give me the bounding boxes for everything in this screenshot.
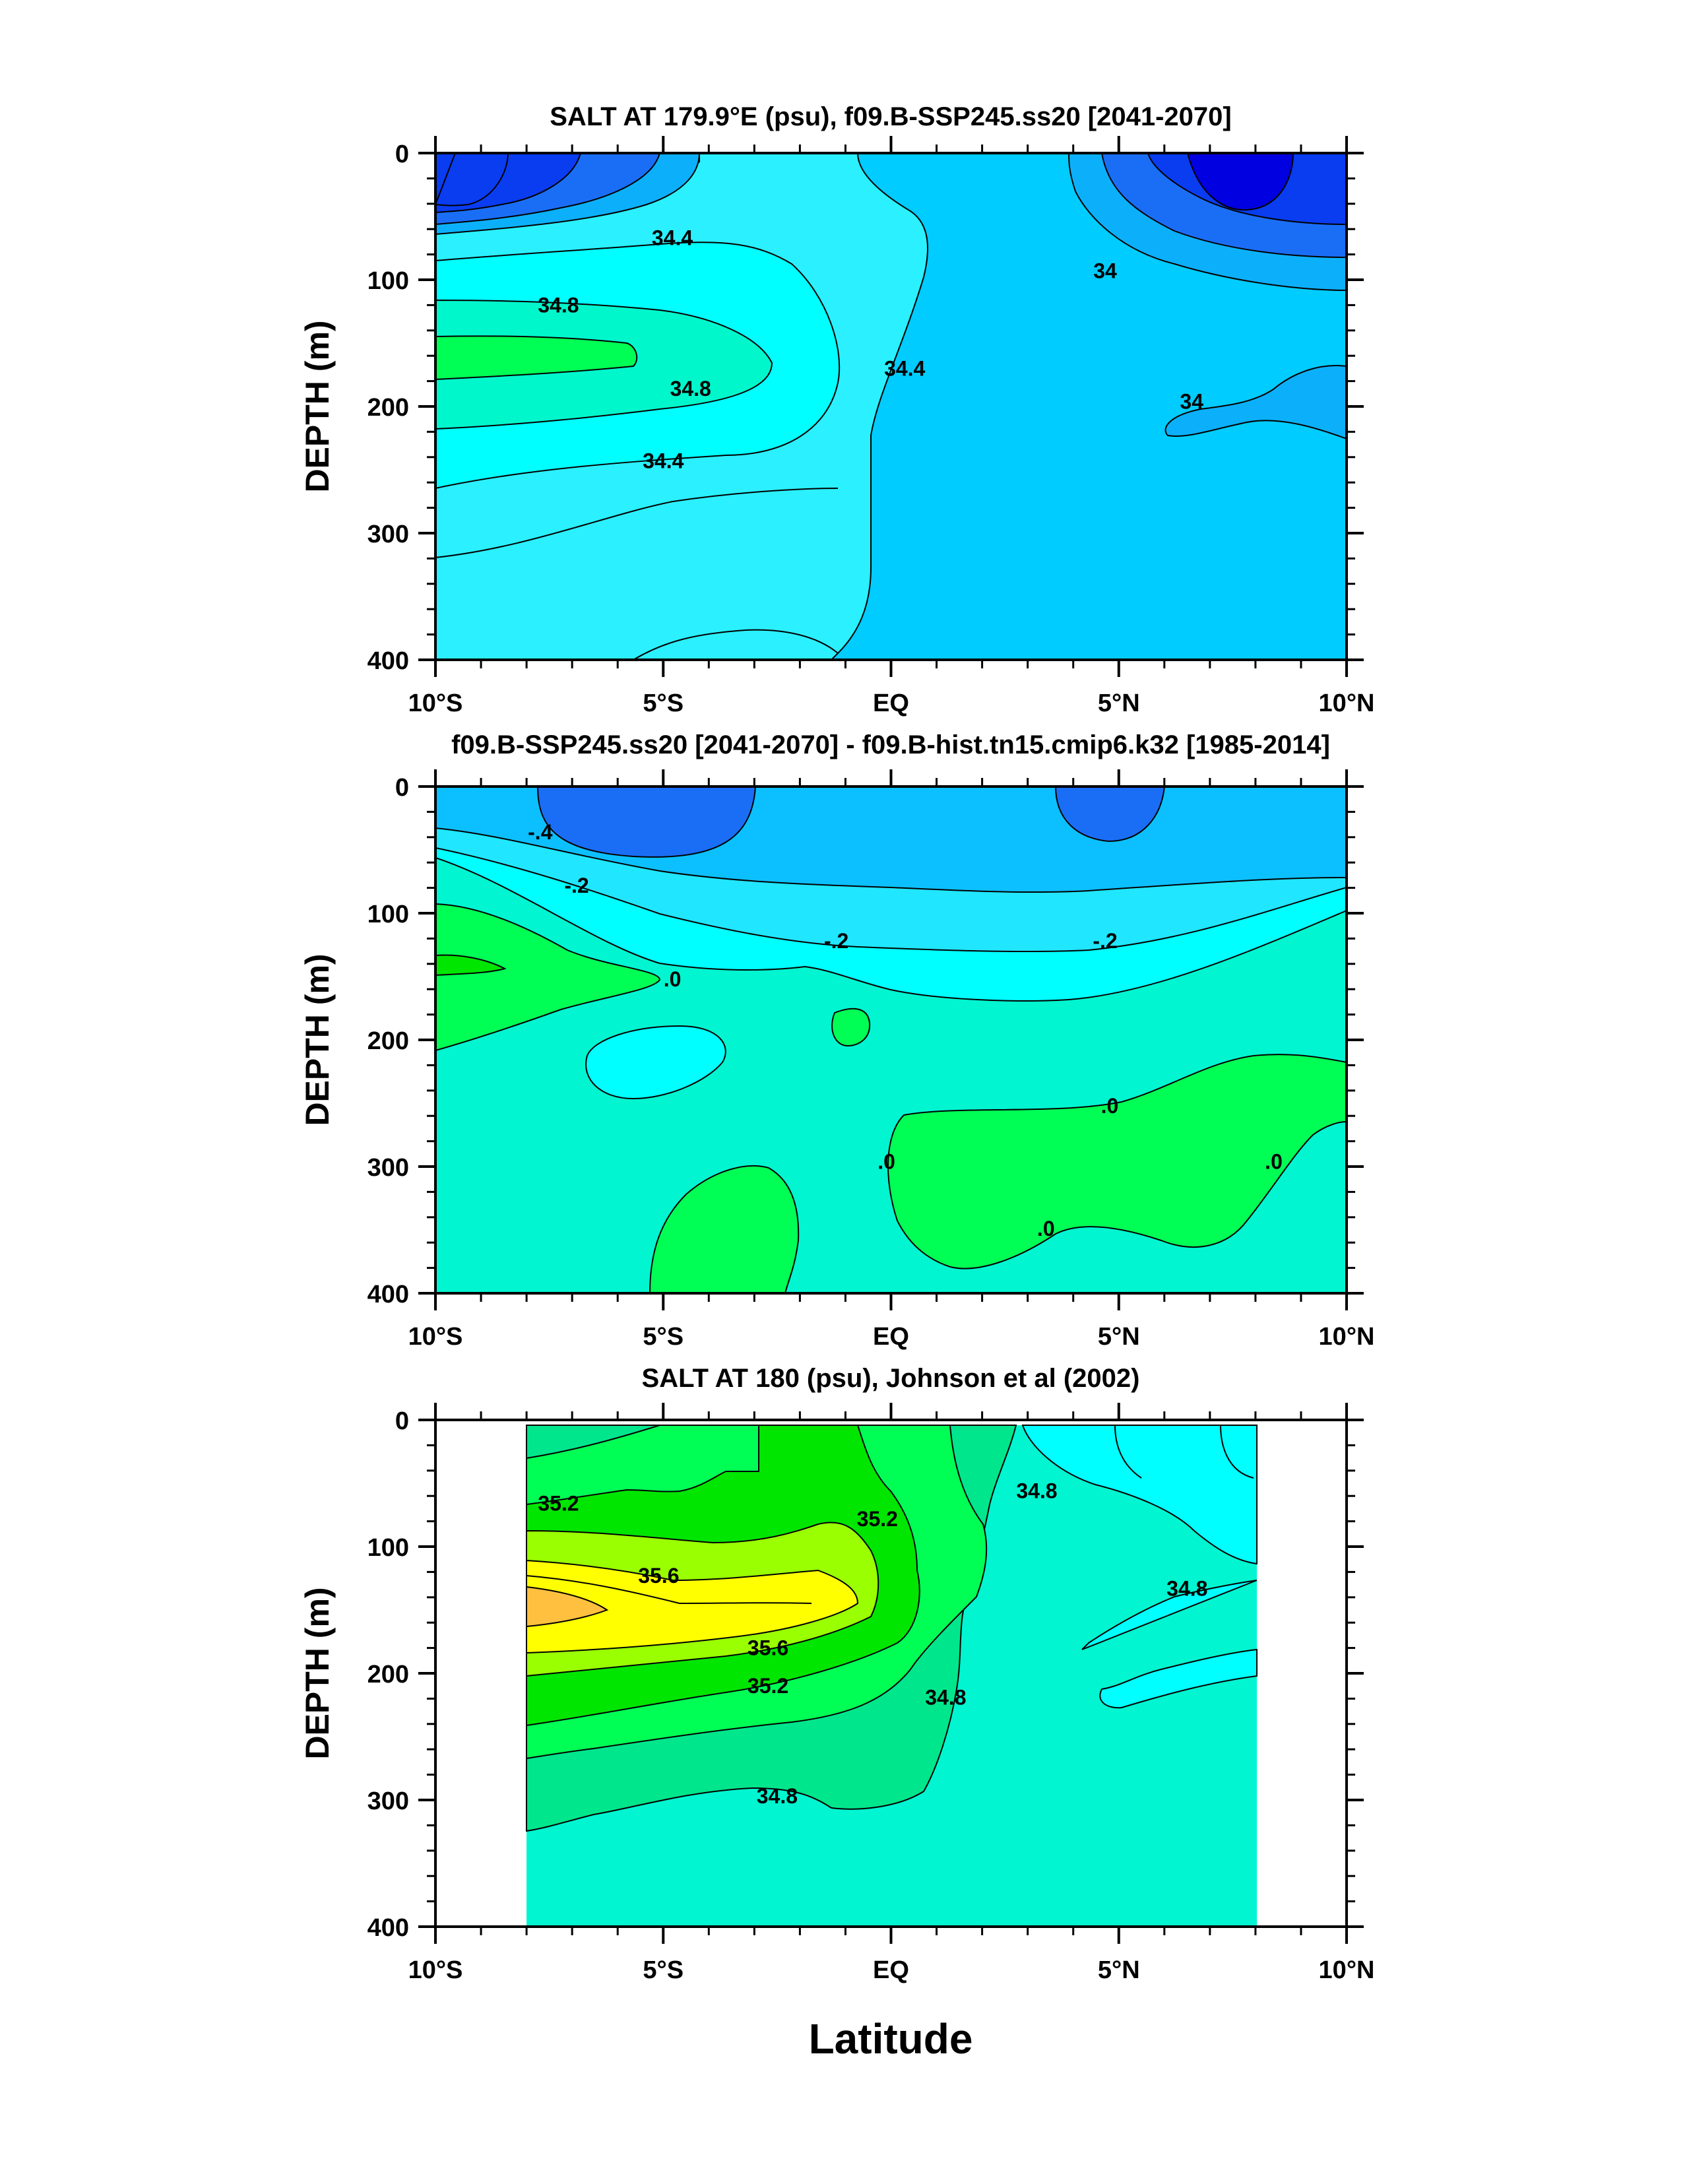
contour-label: 34.8 — [925, 1685, 966, 1709]
panel-1-title: SALT AT 179.9°E (psu), f09.B-SSP245.ss20… — [550, 102, 1231, 131]
y-tick-label: 200 — [367, 1027, 409, 1055]
y-tick-label: 100 — [367, 901, 409, 928]
x-tick-label: 10°S — [408, 690, 463, 717]
panel-1-contour-fill — [435, 153, 1347, 660]
y-axis-label: DEPTH (m) — [299, 1587, 336, 1759]
contour-label: .0 — [877, 1149, 895, 1173]
contour-label: .0 — [1265, 1149, 1283, 1173]
panel-3-axes: 0 100 200 300 400 10°S 5°S EQ 5°N 10°N DEPTH (m) — [299, 1403, 1374, 1984]
contour-label: 34.4 — [884, 356, 925, 380]
panel-1: SALT AT 179.9°E (psu), f09.B-SSP245.ss20… — [299, 102, 1374, 717]
contour-label: -.4 — [528, 820, 553, 844]
x-tick-label: 5°N — [1098, 1323, 1140, 1351]
y-tick-label: 0 — [395, 1407, 409, 1435]
x-tick-label: 10°N — [1319, 1956, 1375, 1984]
panel-3-contour-labels: 35.2 35.2 34.8 35.6 34.8 35.6 35.2 34.8 34.8 — [538, 1479, 1207, 1809]
contour-label: -.2 — [1093, 929, 1117, 953]
contour-label: 34.8 — [538, 293, 579, 317]
y-tick-label: 300 — [367, 521, 409, 548]
panel-2-axes: 0 100 200 300 400 10°S 5°S EQ 5°N 10°N DEPTH (m) — [299, 769, 1374, 1351]
y-axis-label: DEPTH (m) — [299, 320, 336, 492]
y-tick-label: 100 — [367, 267, 409, 295]
x-tick-label: 5°N — [1098, 690, 1140, 717]
x-tick-label: 10°N — [1319, 1323, 1375, 1351]
x-tick-label: EQ — [873, 690, 909, 717]
contour-label: 34 — [1093, 259, 1117, 283]
contour-label: 34 — [1180, 389, 1203, 413]
x-tick-label: 5°S — [643, 1956, 684, 1984]
x-tick-label: 5°S — [643, 1323, 684, 1351]
panel-2-contour-fill — [435, 787, 1347, 1293]
contour-label: 34.4 — [643, 449, 684, 473]
contour-label: 34.8 — [670, 377, 711, 401]
x-axis-label: Latitude — [809, 2015, 973, 2063]
y-tick-label: 300 — [367, 1787, 409, 1815]
y-axis-label: DEPTH (m) — [299, 953, 336, 1126]
y-tick-label: 200 — [367, 1661, 409, 1688]
x-tick-label: 5°N — [1098, 1956, 1140, 1984]
contour-label: 35.2 — [538, 1492, 579, 1516]
contour-label: -.2 — [564, 874, 589, 897]
y-tick-label: 200 — [367, 394, 409, 422]
contour-label: .0 — [664, 967, 682, 991]
y-tick-label: 300 — [367, 1154, 409, 1182]
contour-label: .0 — [1037, 1217, 1055, 1240]
contour-label: 35.6 — [748, 1636, 788, 1660]
y-tick-label: 400 — [367, 647, 409, 675]
contour-label: 35.2 — [857, 1507, 898, 1531]
y-tick-label: 0 — [395, 141, 409, 168]
contour-label: .0 — [1101, 1094, 1119, 1118]
y-tick-label: 400 — [367, 1281, 409, 1308]
y-tick-label: 400 — [367, 1914, 409, 1942]
x-tick-label: EQ — [873, 1323, 909, 1351]
contour-label: 34.8 — [1166, 1576, 1207, 1600]
panel-2-title: f09.B-SSP245.ss20 [2041-2070] - f09.B-hi… — [451, 730, 1330, 759]
contour-label: 34.8 — [1016, 1479, 1057, 1503]
panel-1-contour-labels: 34.4 34.8 34 34.4 34.8 34 34.4 — [538, 226, 1203, 473]
panel-2-contour-labels: -.4 -.2 -.2 -.2 .0 .0 .0 .0 .0 — [528, 820, 1283, 1240]
x-tick-label: 5°S — [643, 690, 684, 717]
x-tick-label: 10°N — [1319, 690, 1375, 717]
panel-3-contour-fill — [435, 1420, 1347, 1927]
contour-label: 35.6 — [638, 1564, 679, 1588]
panel-1-axes: 0 100 200 300 400 10°S 5°S EQ 5°N 10°N DEPTH (m) — [299, 136, 1374, 717]
x-tick-label: EQ — [873, 1956, 909, 1984]
contour-label: -.2 — [824, 929, 848, 953]
x-tick-label: 10°S — [408, 1956, 463, 1984]
x-tick-label: 10°S — [408, 1323, 463, 1351]
panel-2: f09.B-SSP245.ss20 [2041-2070] - f09.B-hi… — [299, 730, 1374, 1351]
contour-label: 34.8 — [757, 1784, 798, 1808]
y-tick-label: 100 — [367, 1534, 409, 1562]
contour-label: 35.2 — [748, 1674, 788, 1698]
panel-3: SALT AT 180 (psu), Johnson et al (2002) … — [299, 1364, 1374, 1984]
y-tick-label: 0 — [395, 774, 409, 802]
contour-label: 34.4 — [652, 226, 693, 250]
panel-3-title: SALT AT 180 (psu), Johnson et al (2002) — [642, 1364, 1140, 1393]
